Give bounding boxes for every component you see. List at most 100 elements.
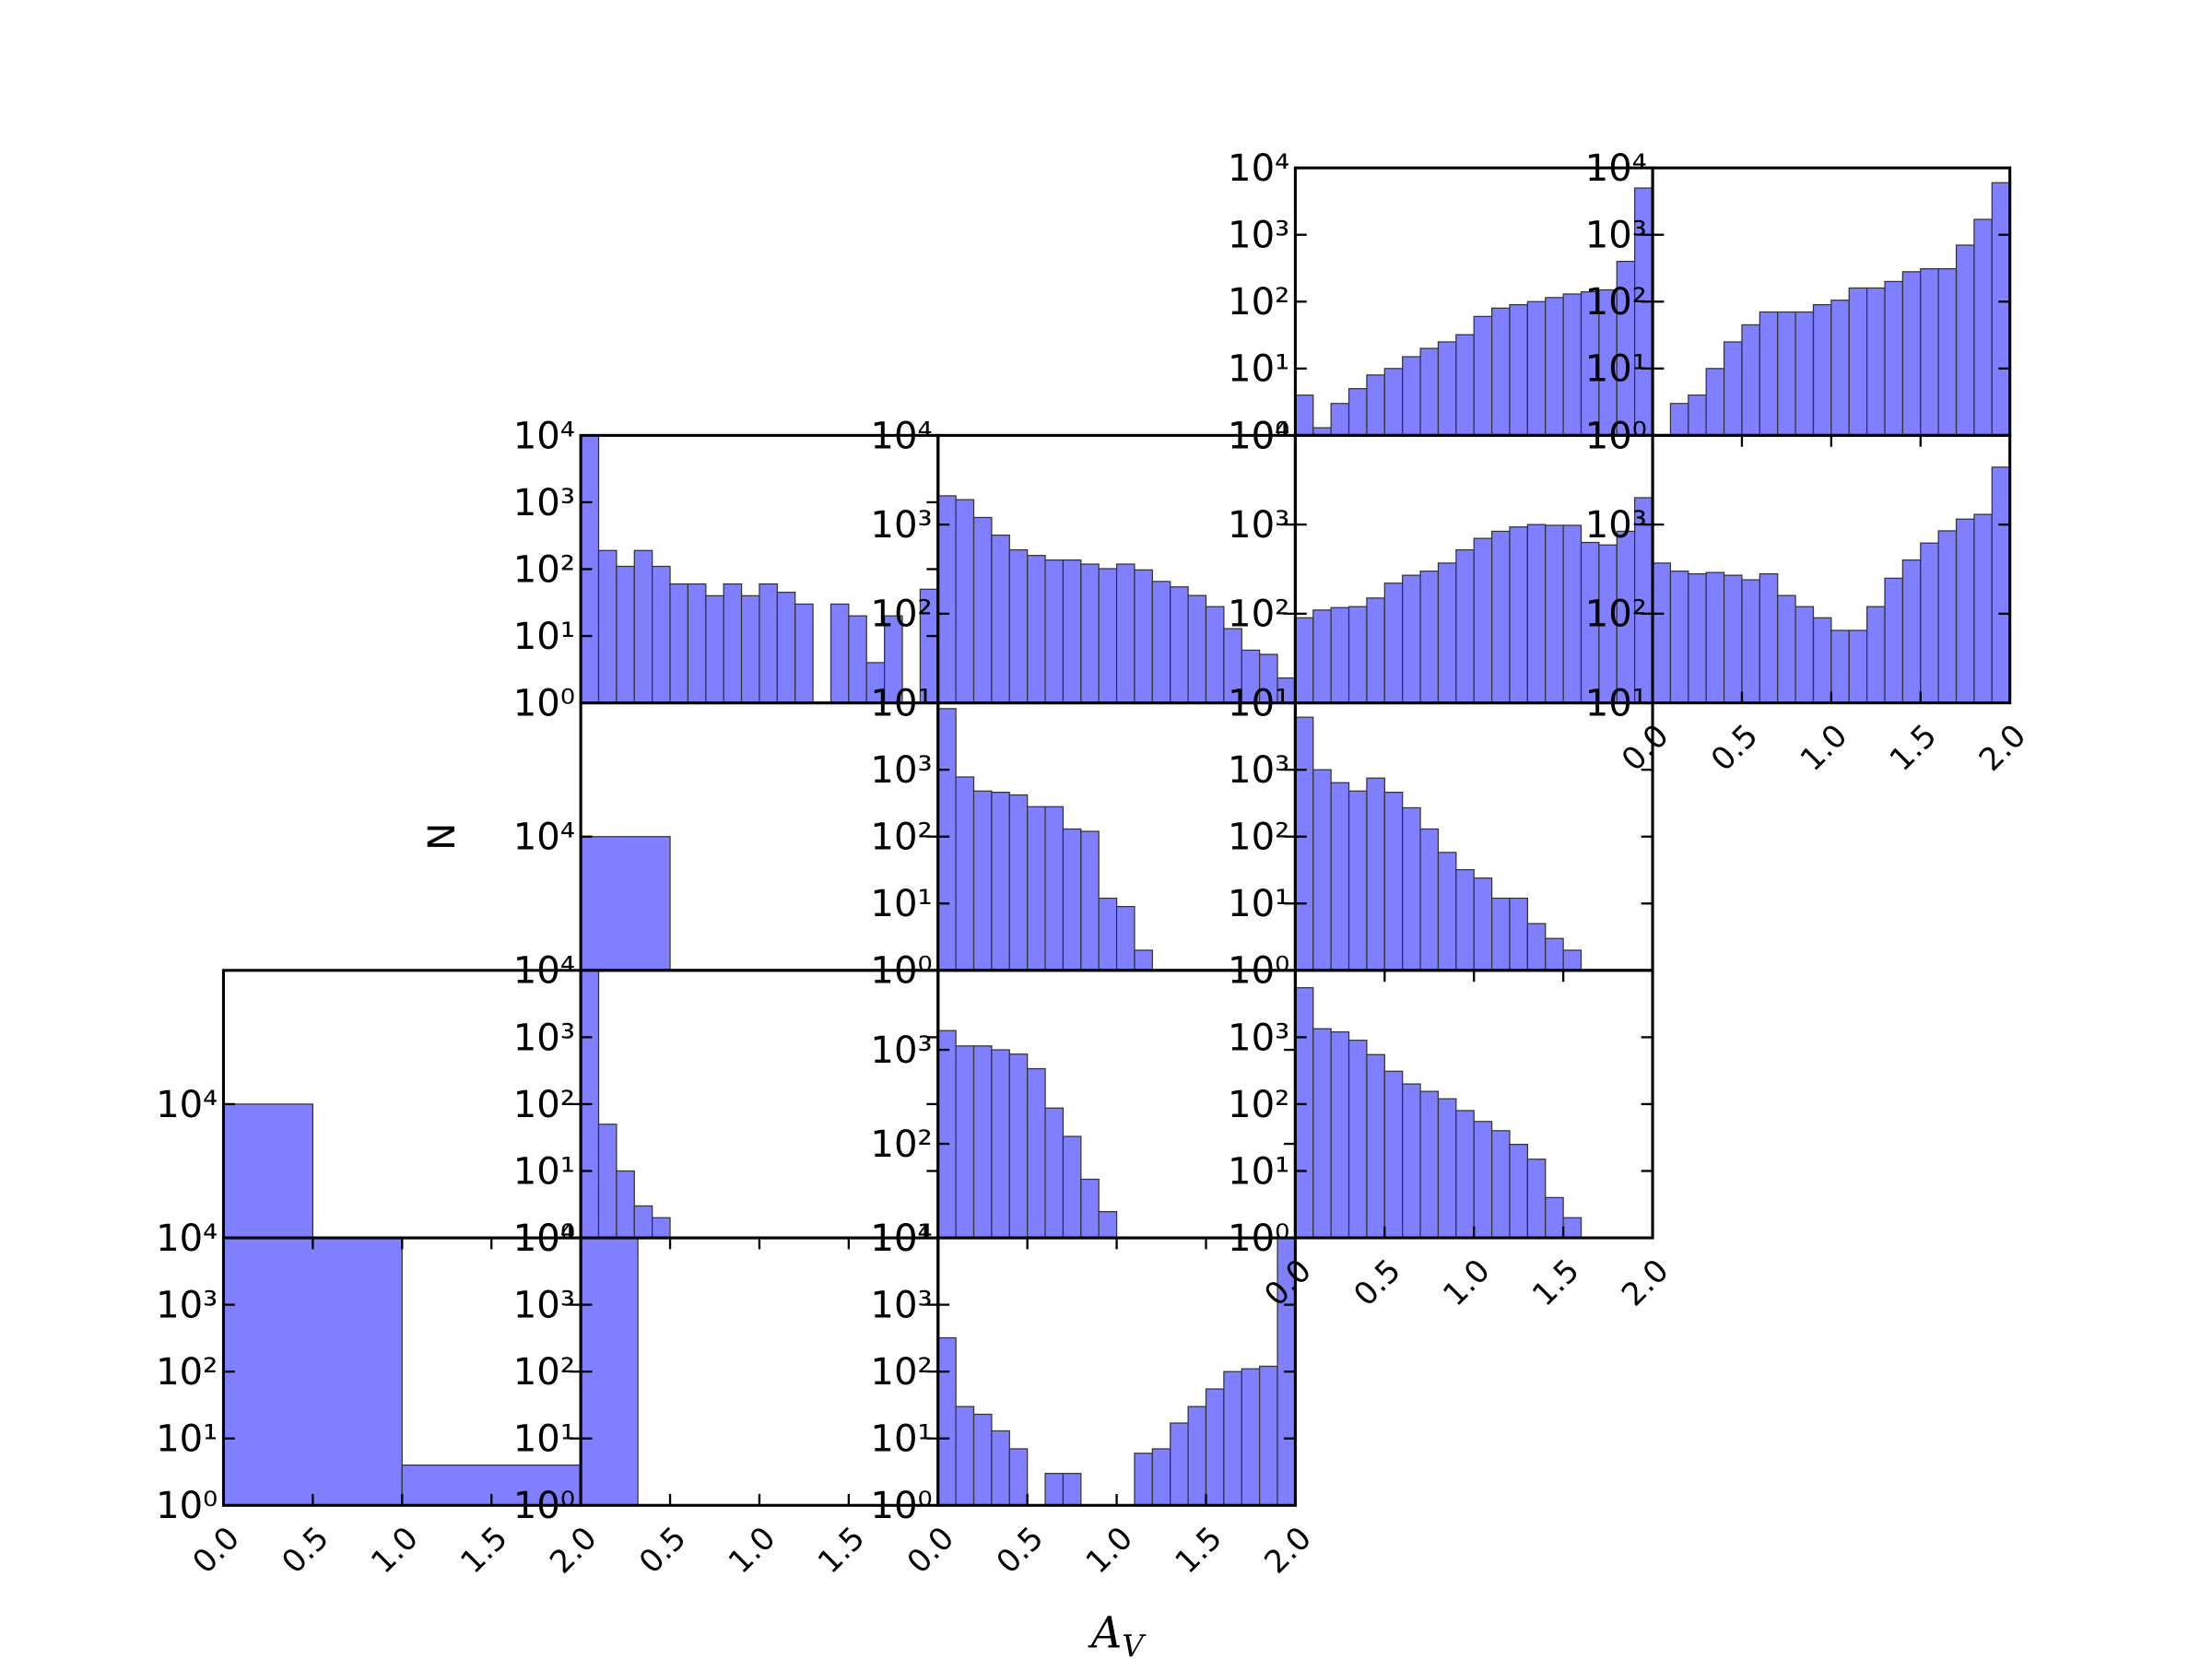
bar xyxy=(1955,518,1975,704)
y-tick-label: 10¹ xyxy=(1228,683,1289,725)
y-tick-label: 10³ xyxy=(1228,215,1289,257)
bar xyxy=(1669,571,1689,704)
y-tick-label: 10¹ xyxy=(513,1150,575,1193)
bar xyxy=(1723,574,1743,704)
bar xyxy=(1794,311,1815,437)
panel xyxy=(936,1236,1297,1507)
bar xyxy=(1901,271,1922,437)
bar xyxy=(1526,300,1547,437)
bar xyxy=(597,1124,618,1239)
bar xyxy=(1509,526,1528,704)
bar xyxy=(1330,1031,1350,1239)
bar xyxy=(633,1205,653,1239)
bar xyxy=(1830,300,1850,437)
bar xyxy=(1920,268,1939,437)
bar xyxy=(1027,555,1046,704)
panel xyxy=(1293,166,1654,437)
bar xyxy=(1366,597,1385,704)
bar xyxy=(1366,374,1385,437)
bar xyxy=(652,565,671,704)
y-tick-label: 10⁰ xyxy=(870,1485,932,1527)
bar xyxy=(794,603,814,704)
bar xyxy=(955,776,975,971)
y-tick-label: 10² xyxy=(1228,281,1289,324)
bar xyxy=(1080,1178,1100,1239)
bar xyxy=(1098,568,1118,704)
bar xyxy=(1008,548,1029,704)
bar xyxy=(1008,1053,1029,1239)
bar xyxy=(1170,1422,1189,1506)
bar xyxy=(1455,548,1475,704)
bar xyxy=(1473,315,1493,437)
y-tick-label: 10² xyxy=(1228,817,1289,859)
y-tick-label: 10¹ xyxy=(870,1218,932,1260)
bar xyxy=(972,1413,993,1506)
bar xyxy=(1812,303,1832,437)
y-tick-label: 10⁰ xyxy=(1228,415,1289,457)
y-tick-label: 10² xyxy=(1228,1084,1289,1126)
y-tick-label: 10² xyxy=(870,1124,932,1166)
y-tick-label: 10¹ xyxy=(1228,883,1289,925)
bar xyxy=(1562,524,1583,704)
bar xyxy=(1545,524,1564,704)
y-tick-label: 10⁴ xyxy=(1228,415,1289,457)
bar xyxy=(991,792,1010,971)
bar xyxy=(1134,1453,1153,1506)
bar xyxy=(1115,905,1135,971)
y-tick-label: 10⁴ xyxy=(156,1084,218,1126)
panel xyxy=(579,701,940,972)
bar xyxy=(1937,268,1958,437)
bar xyxy=(937,708,957,971)
y-tick-label: 10² xyxy=(1585,594,1647,636)
bar xyxy=(1223,1371,1242,1506)
bar xyxy=(1419,828,1440,971)
bar xyxy=(1509,1144,1528,1239)
bar xyxy=(1330,403,1350,437)
bar xyxy=(1526,1159,1547,1239)
bar xyxy=(1402,806,1421,971)
bar xyxy=(1241,1368,1261,1506)
bar xyxy=(1490,897,1511,971)
bar xyxy=(1347,790,1368,971)
bar xyxy=(1955,244,1975,437)
bar xyxy=(1027,806,1046,971)
y-tick-label: 10¹ xyxy=(156,1418,218,1461)
y-tick-label: 10¹ xyxy=(870,683,932,725)
bar xyxy=(1383,1070,1404,1239)
bar xyxy=(1705,368,1725,437)
bar xyxy=(1866,606,1886,704)
y-tick-label: 10⁰ xyxy=(1228,950,1289,993)
panel xyxy=(579,1236,940,1507)
y-tick-label: 10² xyxy=(156,1351,218,1394)
bar xyxy=(1830,629,1850,704)
bar xyxy=(1383,582,1404,704)
y-tick-label: 10⁴ xyxy=(156,1218,218,1260)
y-tick-label: 10¹ xyxy=(1228,348,1289,391)
bar xyxy=(1705,571,1725,704)
bar xyxy=(1294,394,1314,437)
y-tick-label: 10³ xyxy=(513,482,575,524)
bar xyxy=(652,1217,671,1239)
y-tick-label: 10⁰ xyxy=(870,950,932,993)
y-tick-label: 10⁴ xyxy=(513,817,575,859)
bar xyxy=(1562,293,1583,437)
bar xyxy=(723,582,743,704)
bar xyxy=(1312,609,1332,704)
bar xyxy=(1509,303,1528,437)
bar xyxy=(1062,828,1082,971)
bar xyxy=(580,836,671,971)
bar xyxy=(1044,806,1065,971)
y-tick-label: 10⁴ xyxy=(1585,147,1647,190)
bar xyxy=(1347,1040,1368,1239)
bar xyxy=(1187,1406,1207,1506)
panel xyxy=(221,969,582,1240)
bar xyxy=(740,594,760,704)
panel xyxy=(1293,969,1654,1240)
bar xyxy=(1330,606,1350,704)
bar xyxy=(1688,394,1707,437)
y-tick-label: 10⁰ xyxy=(1228,1218,1289,1260)
bar xyxy=(1562,1217,1583,1239)
bar xyxy=(972,1045,993,1239)
bar xyxy=(1437,1098,1457,1239)
y-tick-label: 10⁰ xyxy=(156,1485,218,1527)
